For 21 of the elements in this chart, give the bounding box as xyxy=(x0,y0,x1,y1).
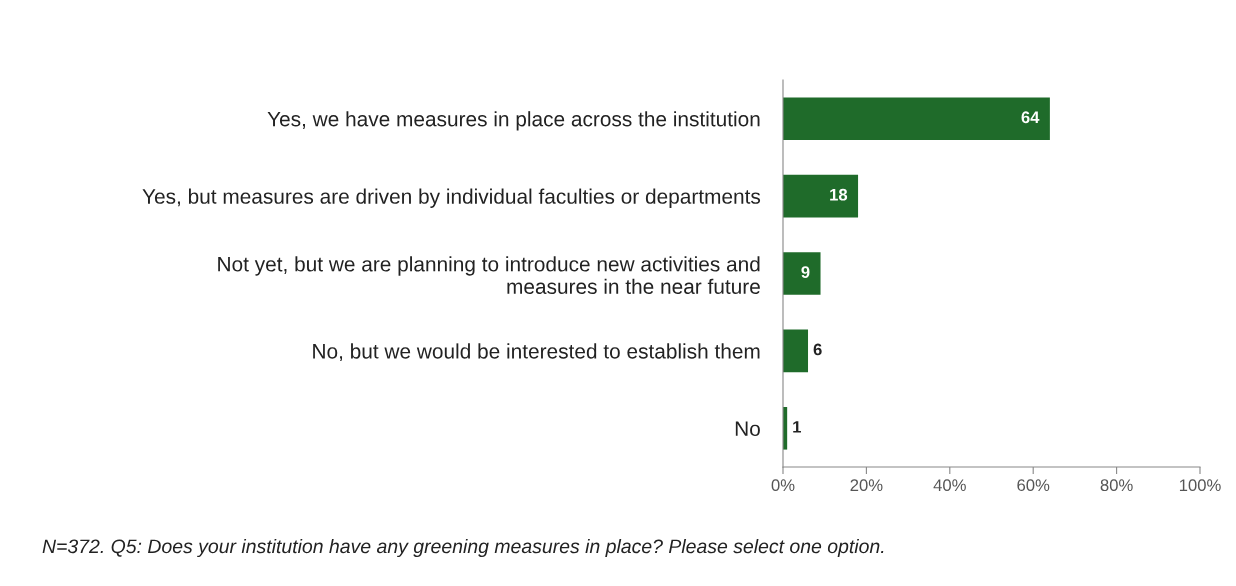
text: N=372. Q5: Does your institution have any greening measures in place? Please select one option. xyxy=(42,538,884,558)
data-label: 64 xyxy=(1021,111,1040,124)
bar xyxy=(783,329,809,373)
y-tick-label: No xyxy=(735,421,760,437)
bar xyxy=(783,97,1050,140)
x-tick-label: 0% xyxy=(771,479,795,492)
x-tick-label: 60% xyxy=(1017,479,1050,492)
bar xyxy=(783,174,859,218)
y-tick-label: Not yet, but we are planning to introduce new activities and measures in the near future xyxy=(218,256,760,294)
bar xyxy=(783,252,821,295)
data-label: 6 xyxy=(813,343,822,356)
x-tick-label: 100% xyxy=(1179,479,1221,492)
y-tick-label: No, but we would be interested to establish them xyxy=(313,343,760,362)
data-label: 18 xyxy=(830,188,848,201)
y-tick-label: Yes, we have measures in place across the institution xyxy=(267,111,760,131)
data-label: 9 xyxy=(801,266,810,278)
x-tick-label: 80% xyxy=(1100,479,1133,492)
y-tick-label: Yes, but measures are driven by individual faculties or departments xyxy=(142,188,761,208)
x-tick-label: 40% xyxy=(933,479,966,492)
data-label: 1 xyxy=(793,421,801,433)
x-tick-label: 20% xyxy=(850,479,883,492)
